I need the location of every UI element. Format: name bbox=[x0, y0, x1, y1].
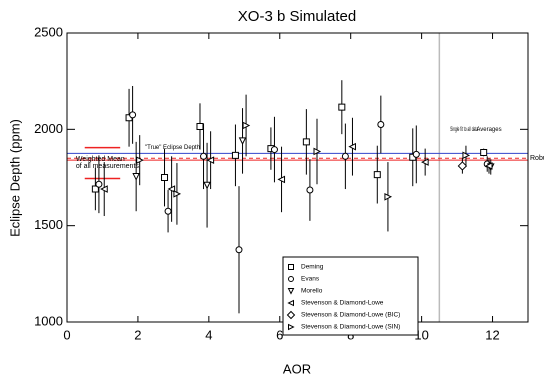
marker bbox=[173, 190, 182, 198]
legend-label: Stevenson & Diamond-Lowe bbox=[301, 300, 384, 307]
marker bbox=[484, 162, 493, 170]
x-tick-label: 12 bbox=[485, 327, 499, 342]
marker bbox=[277, 175, 286, 184]
marker bbox=[421, 158, 429, 166]
marker bbox=[412, 150, 420, 158]
reference-label: of all measurements bbox=[76, 163, 140, 170]
marker bbox=[270, 146, 278, 154]
x-tick-label: 4 bbox=[205, 327, 212, 342]
reference-label: Weighted Mean bbox=[76, 156, 125, 163]
y-tick-label: 2500 bbox=[34, 24, 63, 39]
marker bbox=[231, 151, 239, 159]
marker bbox=[206, 156, 215, 164]
marker bbox=[457, 161, 468, 171]
marker bbox=[235, 246, 243, 254]
marker bbox=[313, 147, 322, 156]
reference-label: "True" Eclipse Depth bbox=[145, 145, 200, 151]
marker bbox=[95, 180, 103, 188]
marker bbox=[196, 122, 204, 130]
marker bbox=[129, 111, 137, 119]
section-label: Averages bbox=[476, 127, 501, 133]
marker bbox=[132, 173, 140, 181]
marker bbox=[200, 152, 208, 160]
marker bbox=[384, 192, 393, 201]
legend-label: Stevenson & Diamond-Lowe (SIN) bbox=[301, 324, 400, 331]
marker bbox=[462, 151, 471, 160]
legend-marker bbox=[287, 299, 294, 307]
legend-box bbox=[282, 256, 419, 336]
marker bbox=[306, 186, 314, 194]
y-tick-label: 1500 bbox=[34, 217, 63, 232]
legend-marker bbox=[288, 323, 295, 331]
x-axis-label: AOR bbox=[283, 361, 311, 376]
marker bbox=[164, 207, 172, 215]
marker bbox=[373, 171, 381, 179]
legend-marker bbox=[287, 288, 295, 295]
x-tick-label: 2 bbox=[134, 327, 141, 342]
marker bbox=[338, 103, 346, 111]
legend-label: Morello bbox=[301, 288, 323, 295]
x-tick-label: 0 bbox=[63, 327, 70, 342]
marker bbox=[100, 185, 108, 193]
marker bbox=[136, 156, 144, 164]
marker bbox=[377, 121, 385, 129]
x-tick-label: 6 bbox=[276, 327, 283, 342]
marker bbox=[203, 181, 211, 190]
marker bbox=[238, 137, 247, 146]
marker bbox=[341, 152, 349, 160]
marker bbox=[167, 185, 176, 193]
y-axis-label: Eclipse Depth (ppm) bbox=[7, 119, 22, 237]
legend-marker bbox=[288, 264, 294, 270]
legend-label: Deming bbox=[301, 264, 324, 271]
y-tick-label: 1000 bbox=[34, 313, 63, 328]
section-label: Single fit to all data bbox=[450, 127, 478, 133]
marker bbox=[348, 142, 356, 151]
chart-title: XO-3 b Simulated bbox=[238, 8, 356, 25]
legend-label: Stevenson & Diamond-Lowe (BIC) bbox=[301, 312, 400, 319]
reference-label: Robust bbox=[530, 155, 544, 162]
legend-label: Evans bbox=[301, 276, 320, 283]
marker bbox=[480, 148, 488, 156]
y-tick-label: 2000 bbox=[34, 121, 63, 136]
marker bbox=[161, 174, 169, 181]
legend-marker bbox=[288, 276, 294, 282]
marker bbox=[242, 121, 251, 130]
marker bbox=[302, 138, 310, 146]
legend-marker bbox=[286, 310, 296, 320]
